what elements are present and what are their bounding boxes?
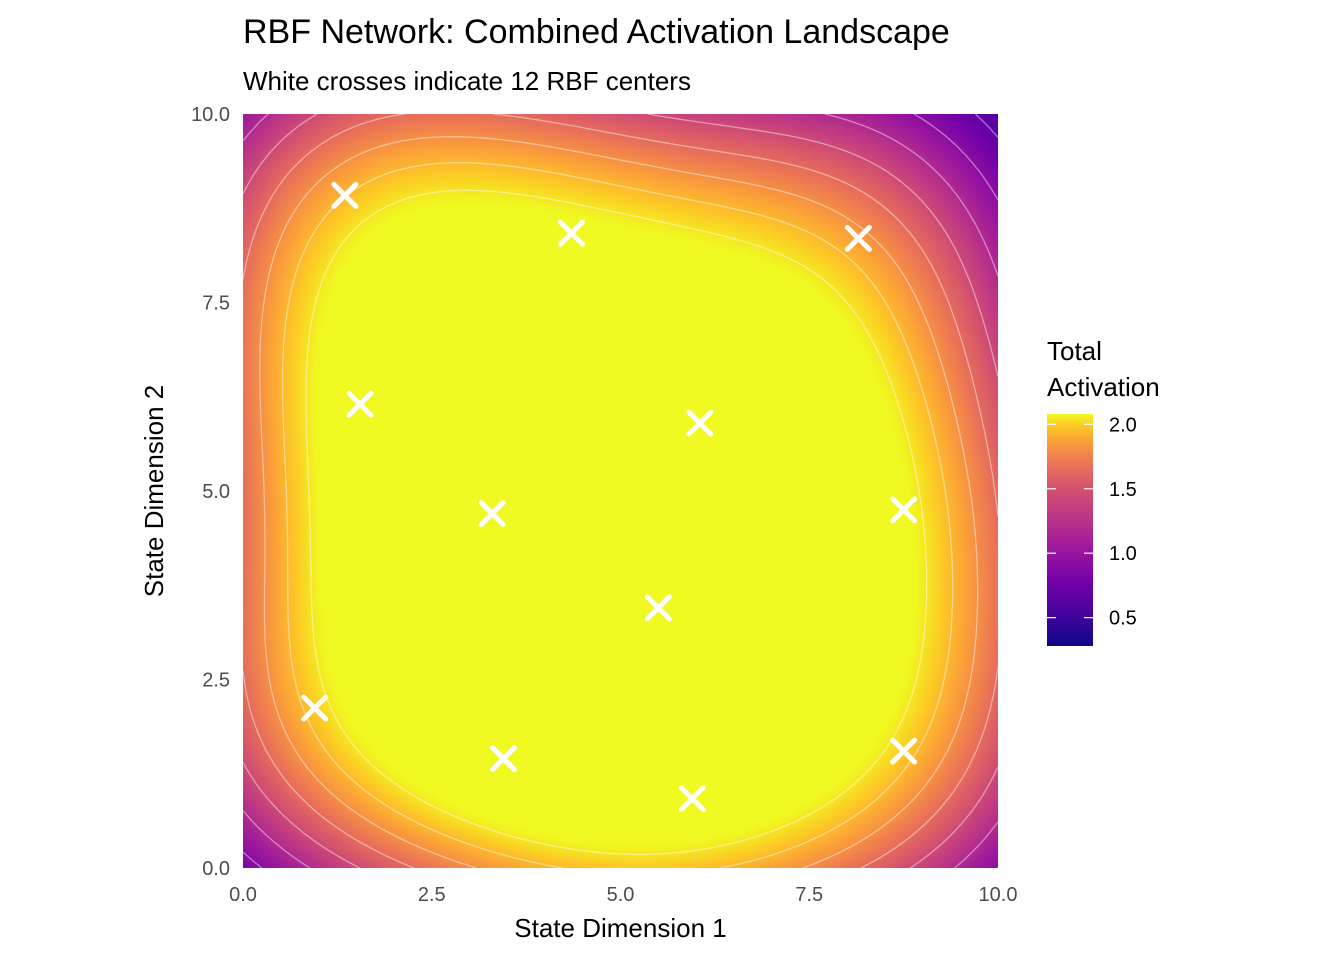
legend-ticks: 0.5 1.0 1.5 2.0 <box>1047 414 1137 630</box>
contour-level-1.4 <box>243 114 998 868</box>
legend: Total Activation 0.5 1.0 1.5 2.0 <box>1047 336 1160 646</box>
contour-level-1.2 <box>243 114 998 868</box>
rbf-center-marker <box>346 390 374 418</box>
legend-tick-label: 0.5 <box>1109 608 1137 630</box>
rbf-center-marker <box>644 594 672 622</box>
rbf-center-marker <box>557 219 585 247</box>
x-tick-label: 2.5 <box>418 884 446 906</box>
x-tick-label: 7.5 <box>795 884 823 906</box>
heatmap-raster <box>243 114 998 868</box>
rbf-centers <box>301 181 918 813</box>
legend-tick-label: 1.5 <box>1109 479 1137 501</box>
rbf-center-marker <box>301 694 329 722</box>
contour-lines <box>243 114 998 868</box>
rbf-center-marker <box>844 224 872 252</box>
legend-title-line1: Total <box>1047 336 1102 366</box>
chart-title: RBF Network: Combined Activation Landsca… <box>243 13 950 51</box>
x-tick-label: 5.0 <box>607 884 635 906</box>
legend-title-line2: Activation <box>1047 372 1160 402</box>
contour-level-2 <box>305 189 928 855</box>
x-tick-label: 10.0 <box>979 884 1018 906</box>
x-axis-ticks: 0.0 2.5 5.0 7.5 10.0 <box>229 884 1017 906</box>
legend-tick-label: 1.0 <box>1109 543 1137 565</box>
y-tick-label: 0.0 <box>202 858 230 880</box>
contour-level-0.6 <box>974 114 998 138</box>
y-tick-label: 2.5 <box>202 670 230 692</box>
y-tick-label: 10.0 <box>191 104 230 126</box>
legend-colorbar <box>1047 414 1093 646</box>
rbf-center-marker <box>331 181 359 209</box>
contour-level-1.8 <box>281 162 954 868</box>
rbf-center-marker <box>890 737 918 765</box>
rbf-center-marker <box>678 785 706 813</box>
contour-level-1 <box>243 114 998 868</box>
y-tick-label: 7.5 <box>202 293 230 315</box>
legend-tick-label: 2.0 <box>1109 414 1137 436</box>
contour-level-1.6 <box>259 136 979 868</box>
rbf-center-marker <box>489 745 517 773</box>
contour-level-0.8 <box>243 114 998 868</box>
y-axis-title: State Dimension 2 <box>139 385 169 597</box>
x-axis-title: State Dimension 1 <box>514 913 726 943</box>
chart-subtitle: White crosses indicate 12 RBF centers <box>243 66 691 96</box>
x-tick-label: 0.0 <box>229 884 257 906</box>
y-axis-ticks: 0.0 2.5 5.0 7.5 10.0 <box>191 104 230 880</box>
y-tick-label: 5.0 <box>202 481 230 503</box>
rbf-center-marker <box>890 496 918 524</box>
rbf-center-marker <box>478 500 506 528</box>
rbf-center-marker <box>686 409 714 437</box>
